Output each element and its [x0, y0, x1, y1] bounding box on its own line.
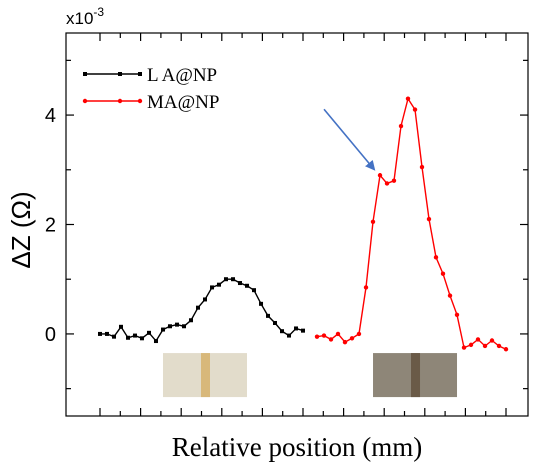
data-point: [98, 331, 102, 336]
x-axis-label: Relative position (mm): [172, 432, 422, 462]
inset-photo-stripe: [411, 353, 421, 398]
y-multiplier-exponent: -3: [93, 5, 104, 19]
data-point: [363, 285, 369, 290]
y-tick-label: 0: [45, 324, 56, 346]
data-point: [384, 181, 390, 186]
data-point: [328, 337, 334, 342]
series-layer: [98, 96, 509, 352]
inset-photos: [162, 353, 458, 398]
series-0: [98, 277, 305, 344]
inset-photo: [162, 353, 247, 398]
data-point: [440, 271, 446, 276]
data-point: [216, 282, 221, 287]
data-point: [391, 178, 397, 183]
annotation-arrow: [323, 108, 376, 171]
y-tick-label: 2: [45, 215, 56, 237]
data-point: [335, 331, 341, 337]
data-point: [286, 333, 291, 338]
legend-marker: [137, 98, 143, 104]
legend-item: L A@NP: [83, 65, 217, 86]
legend-marker: [118, 72, 122, 76]
inset-photo-stripe: [200, 353, 210, 398]
legend-marker: [83, 72, 87, 76]
data-point: [447, 293, 453, 298]
data-point: [153, 339, 158, 344]
data-point: [182, 324, 187, 329]
data-point: [202, 297, 207, 302]
data-point: [112, 334, 117, 339]
data-point: [426, 216, 432, 222]
data-point: [196, 305, 201, 310]
series-1: [314, 96, 509, 352]
x-axis-ticks: [99, 33, 507, 416]
data-point: [132, 333, 137, 338]
data-point: [461, 345, 467, 350]
legend-label: L A@NP: [147, 65, 217, 86]
plot-frame: [65, 32, 529, 417]
inset-photo: [373, 353, 458, 398]
data-point: [118, 324, 123, 329]
legend-marker: [82, 98, 88, 104]
data-point: [433, 255, 439, 260]
legend-item: MA@NP: [82, 92, 219, 113]
data-point: [349, 336, 355, 341]
data-point: [231, 277, 236, 282]
data-point: [294, 326, 299, 331]
data-point: [503, 347, 509, 352]
data-point: [147, 330, 152, 335]
data-point: [356, 331, 362, 337]
data-point: [301, 328, 305, 333]
legend-label: MA@NP: [147, 92, 219, 113]
data-point: [237, 281, 242, 286]
data-point: [377, 173, 383, 178]
data-point: [188, 318, 193, 323]
data-point: [412, 107, 418, 112]
y-multiplier: x10-3: [66, 5, 104, 28]
data-point: [167, 324, 172, 329]
data-point: [475, 337, 481, 342]
y-tick-label: 4: [45, 105, 56, 127]
data-point: [175, 322, 180, 327]
data-point: [210, 285, 215, 290]
series-line: [316, 96, 507, 350]
data-point: [139, 336, 144, 341]
data-point: [223, 277, 228, 282]
data-point: [126, 335, 131, 340]
data-point: [370, 219, 376, 224]
data-point: [245, 283, 250, 288]
data-point: [454, 312, 460, 317]
data-point: [251, 288, 256, 293]
legend-marker: [138, 72, 142, 76]
data-point: [482, 343, 488, 349]
data-point: [259, 301, 264, 306]
data-point: [321, 333, 327, 338]
data-point: [266, 313, 271, 318]
series-line: [100, 278, 304, 343]
data-point: [104, 331, 109, 336]
legend: L A@NP MA@NP: [82, 65, 219, 113]
data-point: [314, 334, 320, 339]
data-point: [496, 343, 502, 349]
data-point: [161, 327, 166, 332]
data-point: [272, 320, 277, 325]
legend-marker: [117, 98, 123, 104]
data-point: [468, 342, 474, 348]
data-point: [342, 339, 348, 345]
data-point: [419, 164, 425, 170]
data-point: [489, 338, 495, 343]
data-point: [398, 123, 404, 129]
y-multiplier-base: x10: [66, 9, 93, 28]
y-axis-label: ΔZ (Ω): [6, 191, 36, 268]
data-point: [280, 329, 285, 334]
data-point: [405, 96, 411, 101]
y-axis-ticks: 0 2 4: [45, 59, 528, 390]
